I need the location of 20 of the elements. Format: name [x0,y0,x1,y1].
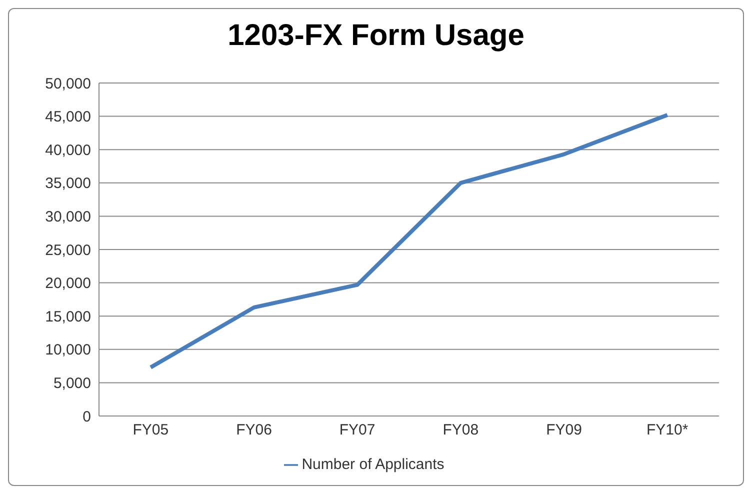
y-tick-label: 40,000 [45,142,91,159]
chart-title: 1203-FX Form Usage [226,19,526,54]
x-tick-label: FY07 [339,422,376,439]
legend-label: Number of Applicants [302,456,444,473]
x-tick-label: FY06 [236,422,272,439]
x-tick-label: FY10* [646,422,688,439]
y-tick-label: 15,000 [45,308,91,326]
line-series [148,112,670,370]
y-tick-label: 0 [82,408,91,426]
y-tick-label: 25,000 [45,242,91,259]
y-tick-label: 35,000 [45,175,91,192]
y-tick-label: 30,000 [45,208,91,226]
y-tick-label: 20,000 [45,275,91,292]
x-tick-label: FY09 [546,422,582,439]
x-tick-label: FY08 [442,422,479,439]
y-tick-label: 5,000 [53,375,91,392]
y-tick-label: 45,000 [45,108,91,126]
x-tick-label: FY05 [132,422,169,439]
y-tick-label: 10,000 [45,342,91,359]
y-tick-label: 50,000 [45,75,91,92]
